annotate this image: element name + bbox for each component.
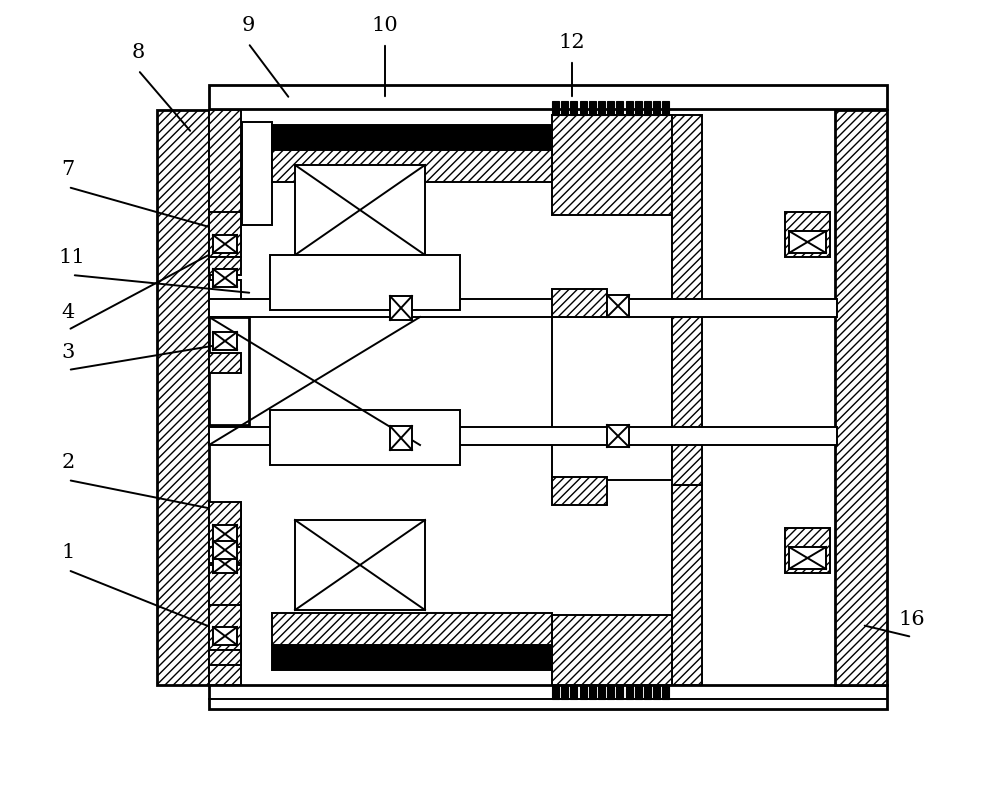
- Bar: [552, 310, 672, 480]
- Text: 12: 12: [559, 33, 585, 52]
- Bar: [213, 627, 237, 645]
- Bar: [157, 110, 209, 685]
- Bar: [607, 101, 614, 115]
- Bar: [295, 165, 425, 255]
- Text: 2: 2: [61, 453, 75, 472]
- Bar: [672, 115, 702, 315]
- Bar: [644, 685, 651, 699]
- Bar: [213, 555, 237, 573]
- Bar: [561, 685, 568, 699]
- Text: 3: 3: [61, 343, 75, 362]
- Bar: [598, 685, 605, 699]
- Bar: [598, 101, 605, 115]
- Bar: [552, 685, 559, 699]
- Bar: [607, 295, 629, 317]
- Bar: [209, 85, 887, 109]
- Bar: [209, 685, 887, 709]
- Bar: [635, 685, 642, 699]
- Bar: [589, 101, 596, 115]
- Bar: [209, 427, 837, 445]
- Bar: [390, 426, 412, 450]
- Bar: [209, 545, 241, 685]
- Bar: [789, 231, 826, 253]
- Bar: [213, 269, 237, 287]
- Bar: [672, 315, 702, 485]
- Bar: [295, 520, 425, 610]
- Text: 8: 8: [131, 43, 145, 62]
- Bar: [552, 289, 607, 317]
- Bar: [552, 115, 672, 215]
- Bar: [272, 645, 552, 670]
- Bar: [653, 101, 660, 115]
- Bar: [644, 101, 651, 115]
- Bar: [570, 101, 577, 115]
- Bar: [209, 257, 241, 275]
- Bar: [662, 685, 669, 699]
- Text: 1: 1: [61, 543, 75, 562]
- Bar: [213, 332, 237, 350]
- Bar: [270, 255, 460, 310]
- Bar: [589, 685, 596, 699]
- Bar: [209, 280, 241, 355]
- Bar: [552, 101, 559, 115]
- Bar: [213, 235, 237, 253]
- Bar: [785, 212, 830, 257]
- Bar: [272, 150, 552, 182]
- Bar: [607, 685, 614, 699]
- Bar: [789, 547, 826, 569]
- Bar: [242, 122, 272, 225]
- Bar: [580, 685, 587, 699]
- Bar: [580, 101, 587, 115]
- Bar: [662, 101, 669, 115]
- Bar: [209, 110, 241, 250]
- Bar: [213, 525, 237, 543]
- Bar: [209, 547, 241, 563]
- Bar: [635, 101, 642, 115]
- Bar: [672, 485, 702, 685]
- Bar: [209, 353, 241, 373]
- Bar: [209, 650, 241, 665]
- Text: 9: 9: [241, 16, 255, 35]
- Bar: [561, 101, 568, 115]
- Bar: [626, 685, 633, 699]
- Bar: [209, 317, 249, 425]
- Bar: [272, 613, 552, 645]
- Bar: [607, 425, 629, 447]
- Text: 16: 16: [899, 610, 925, 629]
- Bar: [209, 605, 241, 650]
- Bar: [552, 477, 607, 505]
- Bar: [626, 101, 633, 115]
- Text: 10: 10: [372, 16, 398, 35]
- Bar: [785, 528, 830, 573]
- Bar: [213, 541, 237, 559]
- Bar: [209, 212, 241, 257]
- Bar: [209, 505, 241, 565]
- Bar: [653, 685, 660, 699]
- Text: 11: 11: [59, 248, 85, 267]
- Bar: [209, 299, 837, 317]
- Bar: [272, 125, 552, 150]
- Bar: [616, 685, 623, 699]
- Text: 7: 7: [61, 160, 75, 179]
- Bar: [270, 410, 460, 465]
- Bar: [835, 110, 887, 685]
- Bar: [616, 101, 623, 115]
- Text: 4: 4: [61, 303, 75, 322]
- Bar: [209, 502, 241, 547]
- Bar: [390, 296, 412, 320]
- Bar: [552, 615, 672, 685]
- Bar: [570, 685, 577, 699]
